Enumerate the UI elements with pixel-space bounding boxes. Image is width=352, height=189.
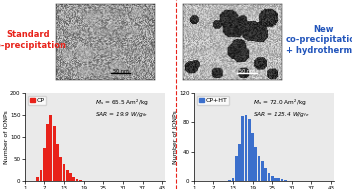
Legend: CP: CP bbox=[28, 96, 46, 105]
Text: $SAR$ = 125.4 W/g$_{fe}$: $SAR$ = 125.4 W/g$_{fe}$ bbox=[253, 110, 309, 119]
Bar bbox=[36, 177, 39, 181]
Text: $SAR$ = 19.9 W/g$_{fe}$: $SAR$ = 19.9 W/g$_{fe}$ bbox=[95, 110, 148, 119]
Y-axis label: Number of IONPs: Number of IONPs bbox=[172, 110, 177, 164]
Bar bbox=[251, 133, 254, 181]
Bar bbox=[264, 168, 267, 181]
Text: Standard
co-precipitation: Standard co-precipitation bbox=[0, 30, 66, 50]
Bar bbox=[40, 170, 42, 181]
Bar bbox=[69, 174, 72, 181]
Text: 50 nm: 50 nm bbox=[239, 69, 255, 74]
Bar bbox=[235, 156, 238, 181]
Text: $M_s$ = 65.5 Am²/kg: $M_s$ = 65.5 Am²/kg bbox=[95, 97, 149, 107]
Bar bbox=[46, 124, 49, 181]
Text: New
co-precipitation
+ hydrothermal: New co-precipitation + hydrothermal bbox=[286, 25, 352, 55]
Bar bbox=[261, 161, 264, 181]
Bar bbox=[66, 170, 69, 181]
Bar bbox=[56, 144, 59, 181]
Legend: CP+HT: CP+HT bbox=[197, 96, 229, 105]
Bar bbox=[254, 147, 257, 181]
Bar bbox=[59, 157, 62, 181]
Bar bbox=[228, 180, 231, 181]
Bar bbox=[248, 119, 251, 181]
Bar bbox=[232, 178, 234, 181]
Bar bbox=[73, 177, 75, 181]
Bar bbox=[245, 115, 247, 181]
Bar bbox=[49, 115, 52, 181]
Bar bbox=[238, 144, 241, 181]
Bar bbox=[76, 179, 78, 181]
Bar bbox=[281, 179, 283, 181]
Bar bbox=[258, 156, 260, 181]
Text: $M_s$ = 72.0 Am²/kg: $M_s$ = 72.0 Am²/kg bbox=[253, 97, 307, 107]
Bar bbox=[53, 126, 56, 181]
Bar bbox=[268, 173, 270, 181]
Bar bbox=[82, 180, 85, 181]
Bar bbox=[33, 180, 36, 181]
Bar bbox=[43, 148, 46, 181]
Bar bbox=[274, 178, 277, 181]
Bar bbox=[63, 164, 65, 181]
Bar bbox=[271, 176, 274, 181]
Bar bbox=[284, 180, 287, 181]
Text: 50 nm: 50 nm bbox=[113, 69, 128, 74]
Y-axis label: Number of IONPs: Number of IONPs bbox=[4, 110, 8, 164]
Bar bbox=[79, 180, 82, 181]
Bar bbox=[241, 116, 244, 181]
Bar bbox=[277, 178, 280, 181]
